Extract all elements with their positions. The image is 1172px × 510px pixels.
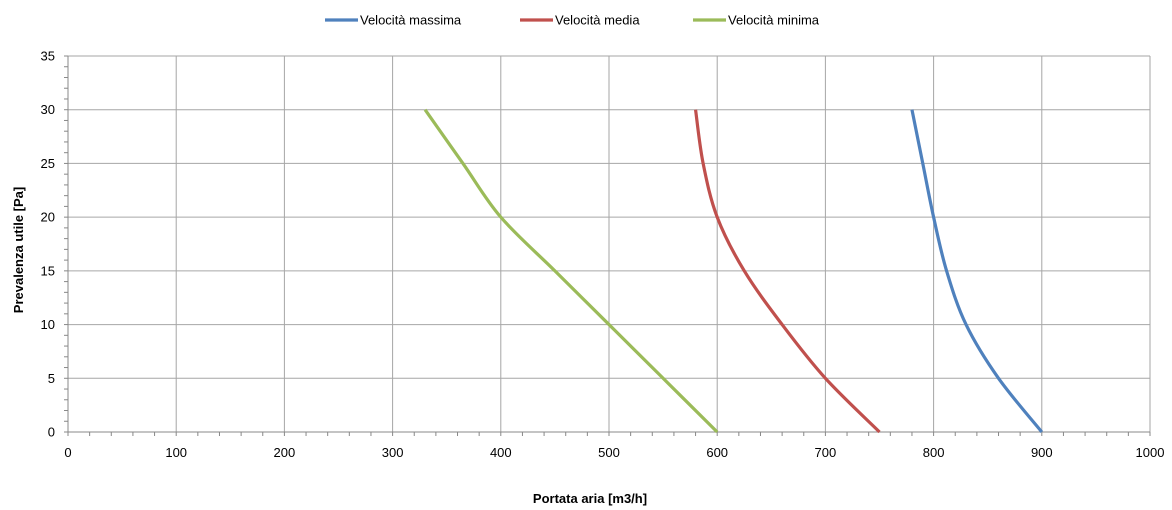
x-tick-label: 0 [64,445,71,460]
y-tick-label: 25 [41,156,55,171]
x-tick-label: 400 [490,445,512,460]
legend: Velocità massima Velocità media Velocità m… [325,13,820,28]
x-tick-label: 600 [706,445,728,460]
y-tick-label: 30 [41,102,55,117]
y-tick-label: 5 [48,371,55,386]
y-tick-label: 35 [41,49,55,64]
series-line-1 [910,109,1044,434]
x-tick-label: 900 [1031,445,1053,460]
y-tick-labels: 0 5 10 15 20 25 30 35 [41,49,55,440]
x-tick-label: 200 [274,445,296,460]
grid [68,55,1151,432]
y-tick-label: 0 [48,425,55,440]
y-tick-label: 20 [41,210,55,225]
x-tick-labels: 0 100 200 300 400 500 600 700 800 900 1000 [64,445,1164,460]
axes [67,56,1150,433]
legend-label: Velocità massima [360,13,462,28]
legend-label: Velocità media [555,13,640,28]
y-tick-label: 15 [41,263,55,278]
x-tick-label: 1000 [1136,445,1165,460]
x-tick-label: 300 [382,445,404,460]
minor-ticks [64,55,1151,436]
x-tick-label: 800 [923,445,945,460]
series-line-2 [693,109,881,434]
series-lines [423,108,1044,434]
x-axis-title: Portata aria [m3/h] [533,491,647,506]
x-tick-label: 700 [815,445,837,460]
x-tick-label: 500 [598,445,620,460]
y-axis-title: Prevalenza utile [Pa] [11,187,26,313]
legend-label: Velocità minima [728,13,820,28]
y-tick-label: 10 [41,317,55,332]
series-line-3 [423,108,719,434]
x-tick-label: 100 [165,445,187,460]
